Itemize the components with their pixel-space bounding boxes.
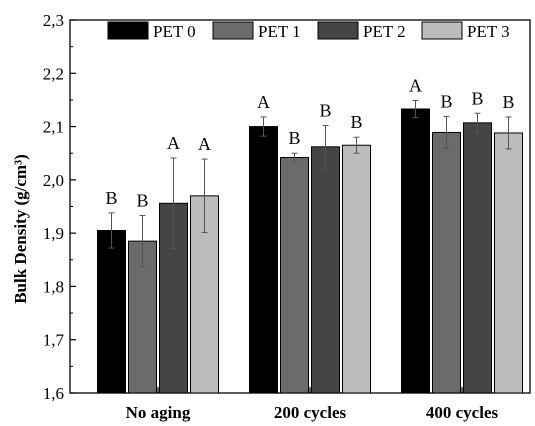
x-category-label: 200 cycles [274,403,347,422]
significance-letter: A [167,133,180,153]
y-axis-label: Bulk Density (g/cm³) [11,154,30,304]
y-tick-label: 2,2 [43,64,64,83]
y-tick-label: 2,0 [43,171,64,190]
bar [463,122,492,394]
bar [311,146,340,394]
bar [249,126,278,394]
y-tick-label: 1,7 [43,331,65,350]
significance-letter: B [350,112,362,132]
significance-letter: A [198,134,211,154]
significance-letter: B [319,101,331,121]
bar [401,108,430,394]
significance-letter: B [502,92,514,112]
legend-label: PET 0 [153,22,196,41]
legend-label: PET 2 [363,22,406,41]
legend: PET 0 PET 1 PET 2 PET 3 [107,21,510,41]
significance-letter: A [257,92,270,112]
legend-swatch [317,21,359,40]
y-tick-label: 2,1 [43,118,64,137]
significance-letter: B [440,91,452,111]
bar [432,131,461,394]
significance-letter: B [471,88,483,108]
y-tick-label: 1,8 [43,277,64,296]
bar [494,132,523,394]
bar [97,229,126,394]
legend-swatch [421,21,463,40]
significance-letter: B [105,188,117,208]
significance-letter: B [288,128,300,148]
bar [342,144,371,394]
y-tick-label: 1,9 [43,224,64,243]
y-tick-label: 2,3 [43,11,64,30]
legend-label: PET 3 [467,22,510,41]
significance-letter: B [136,191,148,211]
legend-swatch [107,21,149,40]
legend-label: PET 1 [258,22,301,41]
bar [280,156,309,394]
y-tick-label: 1,6 [43,384,64,403]
significance-letter: A [409,75,422,95]
x-category-label: 400 cycles [426,403,499,422]
x-category-label: No aging [126,403,191,422]
legend-swatch [212,21,254,40]
